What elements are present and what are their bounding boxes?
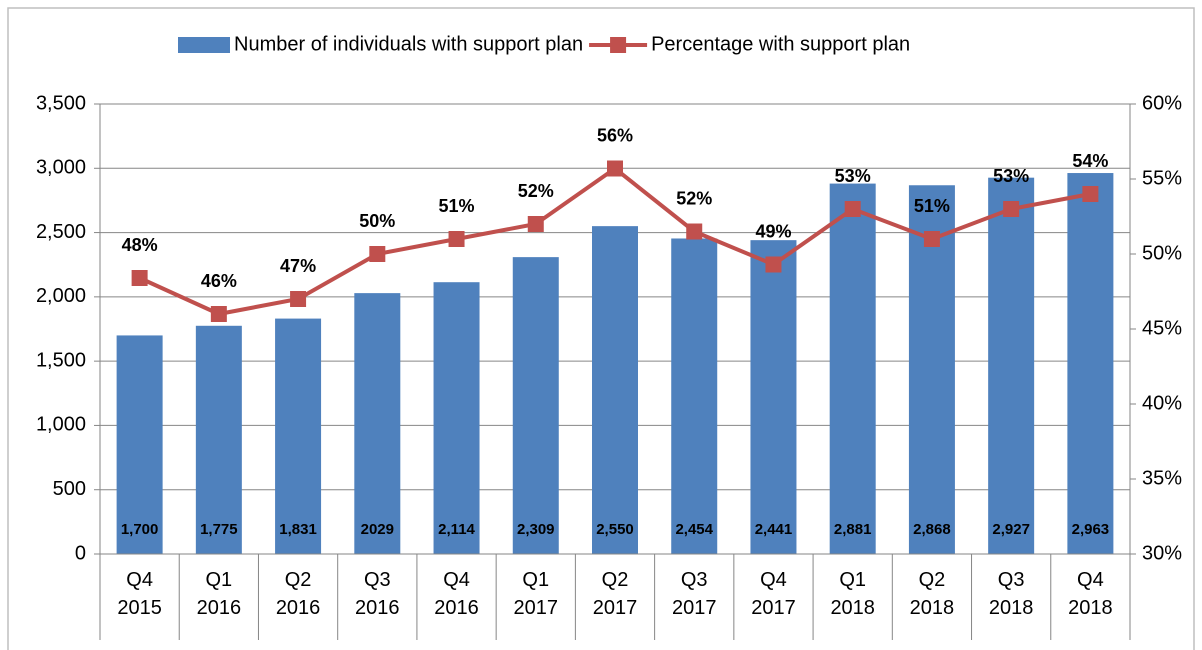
bar-value-label: 2,868	[913, 521, 951, 538]
y-tick-label: 500	[53, 478, 86, 500]
y2-tick-label: 40%	[1142, 392, 1182, 414]
line-marker	[923, 231, 940, 247]
line-value-label: 52%	[518, 181, 554, 201]
bar	[829, 183, 876, 555]
bar-value-label: 1,700	[121, 521, 159, 538]
line-marker	[686, 223, 703, 240]
bar	[512, 257, 559, 554]
bar	[275, 318, 322, 554]
bar	[116, 335, 163, 554]
x-tick-label: Q2 2016	[275, 569, 321, 619]
bar	[195, 325, 242, 554]
line-value-label: 46%	[201, 271, 237, 291]
bar-value-label: 2029	[361, 521, 394, 538]
y2-tick-label: 45%	[1142, 317, 1182, 339]
bar-value-label: 1,775	[200, 521, 238, 538]
x-tick-label: Q4 2018	[1068, 569, 1113, 619]
line-value-label: 49%	[755, 221, 791, 241]
line-value-label: 51%	[914, 196, 950, 216]
line-marker	[844, 201, 861, 217]
bar	[592, 226, 638, 554]
legend-label: Number of individuals with support plan	[234, 33, 583, 55]
bar-value-label: 2,927	[992, 521, 1030, 538]
line-value-label: 54%	[1072, 151, 1108, 171]
line-value-label: 52%	[676, 188, 712, 208]
line-value-label: 51%	[439, 196, 475, 216]
line-marker	[131, 270, 148, 286]
line-marker	[448, 231, 465, 247]
y-tick-label: 2,000	[36, 285, 86, 307]
bar	[433, 282, 480, 554]
x-tick-label: Q4 2016	[434, 569, 479, 619]
bar-value-label: 2,881	[834, 521, 872, 538]
bar	[1067, 173, 1114, 555]
x-tick-label: Q1 2016	[196, 569, 242, 619]
bar-value-label: 2,114	[438, 521, 475, 538]
x-tick-label: Q1 2018	[830, 569, 875, 619]
y-tick-label: 1,500	[36, 349, 86, 371]
x-tick-label: Q3 2018	[988, 569, 1034, 619]
line-value-label: 53%	[835, 166, 871, 186]
x-tick-label: Q1 2017	[513, 569, 559, 619]
y-tick-label: 1,000	[36, 414, 86, 436]
bar	[988, 177, 1035, 554]
bar-value-label: 1,831	[279, 521, 317, 538]
y2-tick-label: 55%	[1142, 167, 1182, 189]
line-value-label: 56%	[597, 125, 633, 145]
bar-value-label: 2,550	[596, 521, 634, 538]
line-marker	[527, 216, 544, 232]
y-tick-label: 3,000	[36, 157, 86, 179]
bar-value-label: 2,309	[517, 521, 555, 538]
y2-tick-label: 35%	[1142, 467, 1182, 489]
line-marker	[1082, 186, 1099, 202]
legend-swatch	[178, 37, 230, 53]
x-tick-label: Q2 2018	[909, 569, 955, 619]
line-value-label: 48%	[122, 235, 158, 255]
line-value-label: 50%	[359, 211, 395, 231]
line-marker	[1003, 201, 1020, 217]
x-tick-label: Q3 2017	[671, 569, 717, 619]
line-value-label: 53%	[993, 166, 1029, 186]
x-tick-label: Q4 2017	[751, 569, 796, 619]
x-tick-label: Q2 2017	[592, 569, 638, 619]
line-marker	[765, 256, 782, 273]
y2-tick-label: 30%	[1142, 542, 1182, 564]
y2-tick-label: 60%	[1142, 92, 1182, 114]
line-marker	[290, 291, 307, 307]
legend-swatch-marker	[610, 37, 627, 53]
line-marker	[607, 160, 623, 177]
y-tick-label: 3,500	[36, 92, 86, 114]
x-tick-label: Q4 2015	[117, 569, 162, 619]
legend-label: Percentage with support plan	[651, 33, 910, 55]
line-marker	[210, 306, 227, 322]
bar-value-label: 2,454	[675, 521, 713, 538]
y-tick-label: 2,500	[36, 221, 86, 243]
bar	[354, 293, 401, 554]
y2-tick-label: 50%	[1142, 242, 1182, 264]
bar-value-label: 2,441	[755, 521, 793, 538]
line-marker	[369, 246, 386, 262]
bar	[671, 238, 718, 554]
line-value-label: 47%	[280, 256, 316, 276]
bar	[750, 240, 797, 554]
x-tick-label: Q3 2016	[355, 569, 400, 619]
y-tick-label: 0	[75, 542, 86, 564]
bar-value-label: 2,963	[1072, 521, 1110, 538]
